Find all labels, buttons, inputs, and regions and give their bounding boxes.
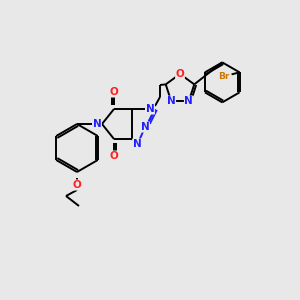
Text: O: O xyxy=(110,151,118,161)
Text: N: N xyxy=(146,104,154,114)
Text: N: N xyxy=(141,122,149,132)
Text: Br: Br xyxy=(218,72,229,81)
Text: N: N xyxy=(133,139,141,149)
Text: N: N xyxy=(167,96,176,106)
Text: O: O xyxy=(176,69,184,79)
Text: N: N xyxy=(184,96,193,106)
Text: O: O xyxy=(73,180,81,190)
Text: O: O xyxy=(110,87,118,97)
Text: N: N xyxy=(93,119,101,129)
